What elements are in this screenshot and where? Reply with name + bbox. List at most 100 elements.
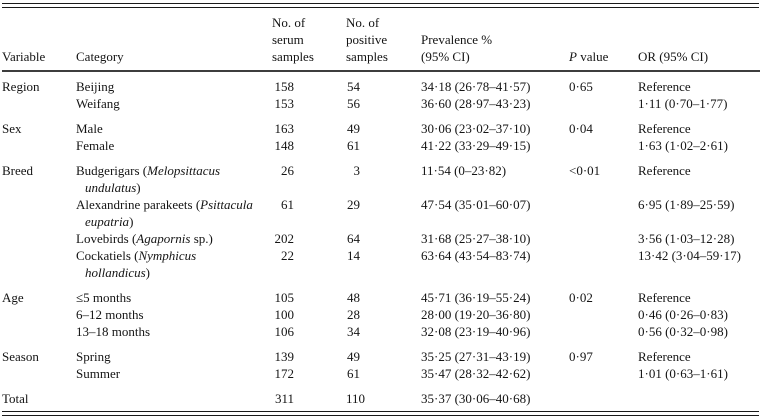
table-row-age-6-12: 6–12 months 100 28 28·00 (19·20–36·80) 0… xyxy=(2,306,760,323)
category-text: Alexandrine parakeets ( xyxy=(76,197,201,212)
cell-prevalence: 31·68 (25·27–38·10) xyxy=(421,231,531,246)
cell-pvalue: 0·02 xyxy=(569,290,593,305)
table-row-season-spring: Season Spring 139 49 35·25 (27·31–43·19)… xyxy=(2,340,760,365)
header-positive-samples: No. of positive samples xyxy=(346,8,421,72)
cell-variable xyxy=(2,306,76,323)
cell-variable: Breed xyxy=(2,163,34,178)
header-or: OR (95% CI) xyxy=(638,8,760,72)
cell-positive-samples: 48 xyxy=(347,290,360,305)
table-row-region-beijing: Region Beijing 158 54 34·18 (26·78–41·57… xyxy=(2,71,760,95)
cell-category: Budgerigars (Melopsittacus undulatus) xyxy=(76,154,272,196)
header-positive-line2: positive xyxy=(346,32,388,47)
cell-or: Reference xyxy=(638,349,691,364)
cell-serum-samples: 22 xyxy=(281,248,294,263)
table-row-total: Total 311 110 35·37 (30·06–40·68) xyxy=(2,382,760,407)
category-suffix: sp.) xyxy=(190,231,213,246)
cell-serum-samples: 139 xyxy=(274,349,295,364)
header-positive-line3: samples xyxy=(346,49,388,64)
category-suffix: ) xyxy=(145,265,151,280)
cell-pvalue xyxy=(569,196,638,230)
cell-positive-samples: 28 xyxy=(347,307,360,322)
cell-serum-samples: 153 xyxy=(274,96,295,111)
cell-prevalence: 35·47 (28·32–42·62) xyxy=(421,366,531,381)
category-text: Female xyxy=(76,138,115,153)
category-scientific-name: Agapornis xyxy=(136,231,191,246)
cell-serum-samples: 311 xyxy=(274,391,294,406)
cell-positive-samples: 110 xyxy=(346,391,366,406)
cell-positive-samples: 54 xyxy=(347,79,360,94)
header-serum-line1: No. of xyxy=(272,15,306,30)
cell-variable xyxy=(2,247,76,281)
category-text: 6–12 months xyxy=(76,307,144,322)
category-suffix: ) xyxy=(129,214,134,229)
category-text: ≤5 months xyxy=(76,290,132,305)
category-text: Male xyxy=(76,121,103,136)
table-row-region-weifang: Weifang 153 56 36·60 (28·97–43·23) 1·11 … xyxy=(2,95,760,112)
cell-serum-samples: 163 xyxy=(274,121,295,136)
cell-variable xyxy=(2,137,76,154)
table-body: Region Beijing 158 54 34·18 (26·78–41·57… xyxy=(2,71,760,407)
category-suffix: ) xyxy=(136,180,141,195)
cell-positive-samples: 14 xyxy=(347,248,360,263)
header-prevalence: Prevalence % (95% CI) xyxy=(421,8,569,72)
header-row: Variable Category No. of serum samples N… xyxy=(2,8,760,72)
cell-category: ≤5 months xyxy=(76,281,272,306)
cell-positive-samples: 49 xyxy=(347,349,360,364)
cell-pvalue: 0·65 xyxy=(569,79,593,94)
cell-serum-samples: 148 xyxy=(274,138,295,153)
cell-positive-samples: 49 xyxy=(347,121,360,136)
table-row-breed-cockatiels: Cockatiels (Nymphicus hollandicus) 22 14… xyxy=(2,247,760,281)
cell-variable: Region xyxy=(2,79,40,94)
cell-or: 1·11 (0·70–1·77) xyxy=(638,96,728,111)
cell-variable: Age xyxy=(2,290,24,305)
category-text: Spring xyxy=(76,349,111,364)
table-header: Variable Category No. of serum samples N… xyxy=(2,8,760,72)
category-text: Weifang xyxy=(76,96,120,111)
cell-pvalue xyxy=(569,247,638,281)
cell-or: 3·56 (1·03–12·28) xyxy=(638,231,735,246)
category-text: Cockatiels ( xyxy=(76,248,139,263)
table-top-rule xyxy=(2,3,759,8)
cell-category: Female xyxy=(76,137,272,154)
cell-or: Reference xyxy=(638,121,691,136)
cell-prevalence: 36·60 (28·97–43·23) xyxy=(421,96,531,111)
cell-serum-samples: 100 xyxy=(274,307,295,322)
category-text: 13–18 months xyxy=(76,324,151,339)
cell-variable xyxy=(2,323,76,340)
category-text: Summer xyxy=(76,366,121,381)
cell-prevalence: 45·71 (36·19–55·24) xyxy=(421,290,531,305)
header-prevalence-line1: Prevalence % xyxy=(421,32,493,47)
cell-pvalue: 0·97 xyxy=(569,349,593,364)
cell-serum-samples: 61 xyxy=(281,197,294,212)
cell-variable: Sex xyxy=(2,121,22,136)
cell-category: Alexandrine parakeets (Psittacula eupatr… xyxy=(76,196,272,230)
table-row-breed-alexandrine: Alexandrine parakeets (Psittacula eupatr… xyxy=(2,196,760,230)
cell-prevalence: 28·00 (19·20–36·80) xyxy=(421,307,531,322)
cell-or: 0·56 (0·32–0·98) xyxy=(638,324,728,339)
cell-positive-samples: 64 xyxy=(347,231,360,246)
cell-or: Reference xyxy=(638,79,691,94)
cell-pvalue xyxy=(569,306,638,323)
table-row-breed-lovebirds: Lovebirds (Agapornis sp.) 202 64 31·68 (… xyxy=(2,230,760,247)
cell-prevalence: 35·25 (27·31–43·19) xyxy=(421,349,531,364)
cell-or: 13·42 (3·04–59·17) xyxy=(638,248,741,263)
header-variable: Variable xyxy=(2,8,76,72)
header-pvalue: P value xyxy=(569,8,638,72)
cell-variable xyxy=(2,196,76,230)
cell-category xyxy=(76,382,272,407)
table-row-age-under5: Age ≤5 months 105 48 45·71 (36·19–55·24)… xyxy=(2,281,760,306)
cell-category: 6–12 months xyxy=(76,306,272,323)
cell-prevalence: 30·06 (23·02–37·10) xyxy=(421,121,531,136)
cell-or: 6·95 (1·89–25·59) xyxy=(638,197,735,212)
category-text: Beijing xyxy=(76,79,115,94)
cell-prevalence: 41·22 (33·29–49·15) xyxy=(421,138,531,153)
cell-variable xyxy=(2,230,76,247)
cell-positive-samples: 61 xyxy=(347,138,360,153)
cell-prevalence: 47·54 (35·01–60·07) xyxy=(421,197,531,212)
table-row-age-13-18: 13–18 months 106 34 32·08 (23·19–40·96) … xyxy=(2,323,760,340)
cell-serum-samples: 158 xyxy=(274,79,295,94)
cell-category: 13–18 months xyxy=(76,323,272,340)
table-bottom-rule xyxy=(2,411,759,416)
category-scientific-name: Psittacula eupatria xyxy=(85,197,253,229)
